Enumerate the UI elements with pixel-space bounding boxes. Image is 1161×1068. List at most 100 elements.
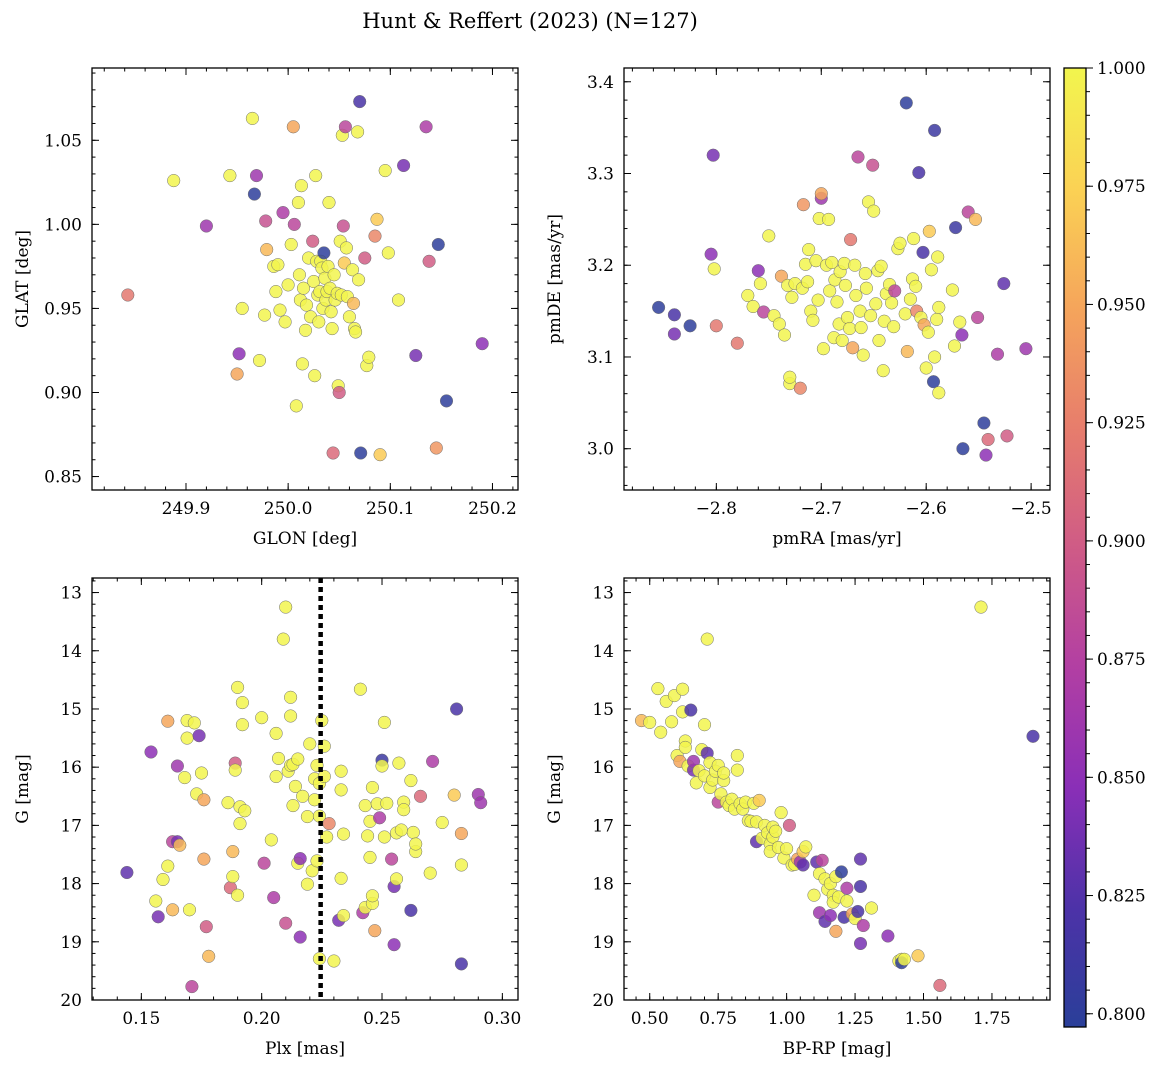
y-tick-label: 3.2 bbox=[587, 256, 614, 276]
data-point bbox=[377, 715, 391, 729]
data-point bbox=[435, 815, 449, 830]
data-point bbox=[665, 715, 679, 729]
data-point bbox=[909, 279, 923, 293]
data-point bbox=[284, 690, 298, 704]
y-axis-label: GLAT [deg] bbox=[13, 230, 33, 328]
x-tick-label: 0.15 bbox=[122, 1009, 160, 1029]
data-point bbox=[709, 319, 723, 333]
x-tick-label: −2.5 bbox=[1010, 499, 1051, 519]
data-point bbox=[306, 234, 320, 248]
data-point bbox=[231, 680, 245, 694]
scatter-points bbox=[652, 96, 1033, 462]
data-point bbox=[974, 600, 988, 614]
data-point bbox=[751, 264, 765, 278]
data-point bbox=[802, 243, 816, 257]
y-axis-label: pmDE [mas/yr] bbox=[545, 214, 565, 344]
colorbar-tick-label: 0.975 bbox=[1097, 177, 1146, 197]
data-point bbox=[856, 918, 870, 933]
data-point bbox=[888, 284, 902, 298]
data-point bbox=[439, 394, 454, 408]
y-tick-label: 3.0 bbox=[587, 440, 614, 460]
data-point bbox=[352, 273, 366, 287]
data-point bbox=[706, 148, 720, 162]
data-point bbox=[166, 903, 180, 917]
data-point bbox=[269, 769, 283, 784]
figure-title: Hunt & Reffert (2023) (N=127) bbox=[362, 9, 698, 33]
colorbar-tick-label: 0.850 bbox=[1097, 768, 1146, 788]
data-point bbox=[1000, 429, 1014, 443]
data-point bbox=[912, 166, 926, 180]
data-point bbox=[814, 187, 828, 201]
data-point bbox=[815, 853, 829, 867]
data-point bbox=[780, 842, 794, 856]
data-point bbox=[296, 281, 311, 295]
data-point bbox=[843, 321, 857, 336]
y-axis-label: G [mag] bbox=[545, 754, 565, 823]
data-point bbox=[676, 682, 690, 696]
data-point bbox=[320, 830, 334, 844]
data-point bbox=[684, 703, 698, 717]
data-point bbox=[977, 416, 991, 430]
data-point bbox=[182, 903, 197, 917]
data-point bbox=[806, 313, 820, 327]
data-point bbox=[816, 342, 830, 356]
data-point bbox=[1019, 342, 1033, 356]
x-tick-label: −2.6 bbox=[906, 499, 947, 519]
data-point bbox=[286, 120, 300, 134]
scatter-points bbox=[634, 600, 1040, 992]
data-point bbox=[924, 263, 938, 277]
data-point bbox=[830, 295, 844, 309]
data-point bbox=[322, 195, 336, 210]
data-point bbox=[363, 850, 377, 864]
data-point bbox=[931, 250, 945, 264]
data-point bbox=[990, 347, 1005, 361]
data-point bbox=[429, 441, 443, 455]
data-point bbox=[346, 296, 361, 310]
x-tick-label: −2.8 bbox=[696, 499, 737, 519]
data-point bbox=[774, 269, 788, 283]
data-point bbox=[932, 386, 946, 400]
data-point bbox=[971, 310, 985, 325]
data-point bbox=[933, 978, 947, 992]
y-tick-label: 16 bbox=[592, 758, 614, 778]
data-point bbox=[121, 288, 135, 302]
axes-frame bbox=[623, 577, 1051, 1001]
data-point bbox=[327, 954, 341, 968]
scatter-points bbox=[120, 600, 488, 994]
data-point bbox=[293, 852, 307, 866]
data-point bbox=[717, 766, 731, 780]
colorbar-tick-label: 0.825 bbox=[1097, 887, 1146, 907]
data-point bbox=[409, 837, 423, 851]
data-point bbox=[853, 852, 868, 866]
data-point bbox=[846, 341, 860, 355]
data-point bbox=[173, 838, 187, 852]
data-point bbox=[916, 245, 930, 259]
data-point bbox=[300, 810, 314, 824]
data-point bbox=[324, 305, 338, 319]
data-point bbox=[308, 369, 322, 383]
data-point bbox=[391, 293, 406, 307]
data-point bbox=[389, 872, 404, 886]
data-point bbox=[945, 283, 959, 297]
data-point bbox=[829, 924, 843, 938]
data-point bbox=[404, 903, 418, 917]
data-point bbox=[291, 195, 305, 210]
data-point bbox=[926, 375, 941, 389]
data-point bbox=[413, 789, 428, 803]
data-point bbox=[185, 980, 199, 994]
data-point bbox=[336, 827, 351, 841]
data-point bbox=[257, 856, 271, 870]
data-point bbox=[397, 158, 411, 173]
data-point bbox=[968, 212, 983, 226]
y-tick-label: 17 bbox=[592, 816, 614, 836]
data-point bbox=[856, 348, 870, 362]
data-point bbox=[869, 297, 883, 311]
data-point bbox=[683, 319, 697, 333]
data-point bbox=[230, 367, 244, 381]
data-point bbox=[872, 333, 886, 348]
data-point bbox=[953, 315, 967, 329]
data-point bbox=[922, 224, 936, 238]
data-point bbox=[697, 718, 712, 732]
y-tick-label: 13 bbox=[592, 584, 614, 604]
data-point bbox=[454, 957, 468, 971]
